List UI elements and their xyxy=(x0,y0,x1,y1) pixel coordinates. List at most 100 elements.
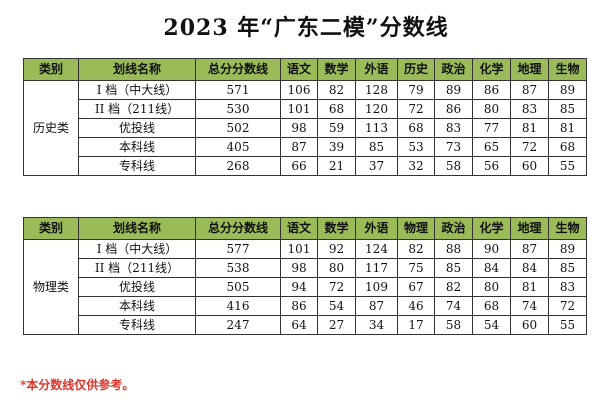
subject-score-cell: 86 xyxy=(434,99,473,119)
subject-score-cell: 82 xyxy=(397,239,435,259)
subject-score-cell: 98 xyxy=(280,118,318,138)
header-cell: 生物 xyxy=(548,217,587,240)
table-row: 历史类 I 档（中大线） 571 106 82 128 79 89 86 87 89 xyxy=(23,80,587,176)
total-score-cell: 505 xyxy=(195,277,281,297)
subject-score-cell: 83 xyxy=(510,99,549,119)
subject-score-cell: 53 xyxy=(397,137,435,157)
header-cell: 数学 xyxy=(317,58,356,81)
header-cell: 类别 xyxy=(23,217,79,240)
subject-score-cell: 92 xyxy=(317,239,356,259)
subject-score-cell: 56 xyxy=(472,156,511,176)
subject-score-cell: 80 xyxy=(472,277,511,297)
subject-score-cell: 81 xyxy=(510,118,549,138)
subject-score-cell: 87 xyxy=(510,239,549,259)
table-row: 优投线 502 98 59 113 68 83 77 81 81 xyxy=(24,118,587,138)
total-score-cell: 502 xyxy=(195,118,281,138)
header-cell: 生物 xyxy=(548,58,587,81)
header-cell: 地理 xyxy=(510,58,549,81)
header-cell: 语文 xyxy=(280,58,318,81)
header-cell: 外语 xyxy=(355,58,398,81)
subject-score-cell: 84 xyxy=(510,258,549,278)
subject-score-cell: 58 xyxy=(434,156,473,176)
subject-score-cell: 60 xyxy=(510,156,549,176)
subject-score-cell: 72 xyxy=(397,99,435,119)
subject-score-cell: 34 xyxy=(355,315,398,335)
disclaimer-note: *本分数线仅供参考。 xyxy=(20,378,135,392)
subject-score-cell: 73 xyxy=(434,137,473,157)
table-header-row: 类别 划线名称 总分分数线 语文 数学 外语 历史 政治 化学 地理 生物 xyxy=(23,58,587,81)
subject-score-cell: 117 xyxy=(355,258,398,278)
total-score-cell: 268 xyxy=(195,156,281,176)
subject-score-cell: 72 xyxy=(317,277,356,297)
line-name-cell: 专科线 xyxy=(78,315,196,335)
subject-score-cell: 67 xyxy=(397,277,435,297)
header-cell: 政治 xyxy=(434,217,473,240)
subject-score-cell: 64 xyxy=(280,315,318,335)
total-score-cell: 405 xyxy=(195,137,281,157)
total-score-cell: 247 xyxy=(195,315,281,335)
category-cell: 历史类 xyxy=(23,80,79,176)
table-row: 本科线 416 86 54 87 46 74 68 74 72 xyxy=(24,296,587,316)
subject-score-cell: 124 xyxy=(355,239,398,259)
header-cell: 政治 xyxy=(434,58,473,81)
total-score-cell: 538 xyxy=(195,258,281,278)
subject-score-cell: 89 xyxy=(434,80,473,100)
subject-score-cell: 128 xyxy=(355,80,398,100)
line-name-cell: II 档（211线） xyxy=(78,258,196,278)
subject-score-cell: 82 xyxy=(317,80,356,100)
subject-score-cell: 89 xyxy=(548,80,587,100)
subject-score-cell: 27 xyxy=(317,315,356,335)
subject-score-cell: 68 xyxy=(317,99,356,119)
table-row: II 档（211线） 538 98 80 117 75 85 84 84 85 xyxy=(24,258,587,278)
subject-score-cell: 101 xyxy=(280,239,318,259)
subject-score-cell: 82 xyxy=(434,277,473,297)
table-row: II 档（211线） 530 101 68 120 72 86 80 83 85 xyxy=(24,99,587,119)
subject-score-cell: 81 xyxy=(510,277,549,297)
physics-score-table: 类别 划线名称 总分分数线 语文 数学 外语 物理 政治 化学 地理 生物 物理… xyxy=(23,217,587,335)
subject-score-cell: 77 xyxy=(472,118,511,138)
subject-score-cell: 74 xyxy=(510,296,549,316)
total-score-cell: 577 xyxy=(195,239,281,259)
subject-score-cell: 87 xyxy=(510,80,549,100)
subject-score-cell: 87 xyxy=(280,137,318,157)
header-cell: 划线名称 xyxy=(78,217,196,240)
subject-score-cell: 84 xyxy=(472,258,511,278)
subject-score-cell: 60 xyxy=(510,315,549,335)
subject-score-cell: 37 xyxy=(355,156,398,176)
subject-score-cell: 80 xyxy=(317,258,356,278)
line-name-cell: 专科线 xyxy=(78,156,196,176)
subject-score-cell: 55 xyxy=(548,156,587,176)
physics-table-body: 物理类 I 档（中大线） 577 101 92 124 82 88 90 87 89 II 档（211… xyxy=(23,239,587,335)
subject-score-cell: 68 xyxy=(472,296,511,316)
table-row: 本科线 405 87 39 85 53 73 65 72 68 xyxy=(24,137,587,157)
subject-score-cell: 86 xyxy=(472,80,511,100)
subject-score-cell: 55 xyxy=(548,315,587,335)
subject-score-cell: 94 xyxy=(280,277,318,297)
table-row: 物理类 I 档（中大线） 577 101 92 124 82 88 90 87 89 xyxy=(23,239,587,335)
subject-score-cell: 85 xyxy=(548,99,587,119)
subject-score-cell: 54 xyxy=(317,296,356,316)
subject-score-cell: 85 xyxy=(355,137,398,157)
line-name-cell: I 档（中大线） xyxy=(78,80,196,100)
total-score-cell: 571 xyxy=(195,80,281,100)
header-cell: 化学 xyxy=(472,58,511,81)
history-table-body: 历史类 I 档（中大线） 571 106 82 128 79 89 86 87 89 II 档（211… xyxy=(23,80,587,176)
subject-score-cell: 21 xyxy=(317,156,356,176)
header-cell: 化学 xyxy=(472,217,511,240)
line-name-cell: 优投线 xyxy=(78,277,196,297)
subject-score-cell: 86 xyxy=(280,296,318,316)
line-name-cell: 本科线 xyxy=(78,296,196,316)
subject-score-cell: 58 xyxy=(434,315,473,335)
subject-score-cell: 87 xyxy=(355,296,398,316)
header-cell: 划线名称 xyxy=(78,58,196,81)
header-cell: 总分分数线 xyxy=(195,217,281,240)
subject-score-cell: 79 xyxy=(397,80,435,100)
header-cell: 类别 xyxy=(23,58,79,81)
subject-score-cell: 72 xyxy=(548,296,587,316)
subject-score-cell: 72 xyxy=(510,137,549,157)
table-row: 专科线 268 66 21 37 32 58 56 60 55 xyxy=(24,156,587,176)
subject-score-cell: 98 xyxy=(280,258,318,278)
subject-score-cell: 54 xyxy=(472,315,511,335)
subject-score-cell: 83 xyxy=(434,118,473,138)
subject-score-cell: 113 xyxy=(355,118,398,138)
